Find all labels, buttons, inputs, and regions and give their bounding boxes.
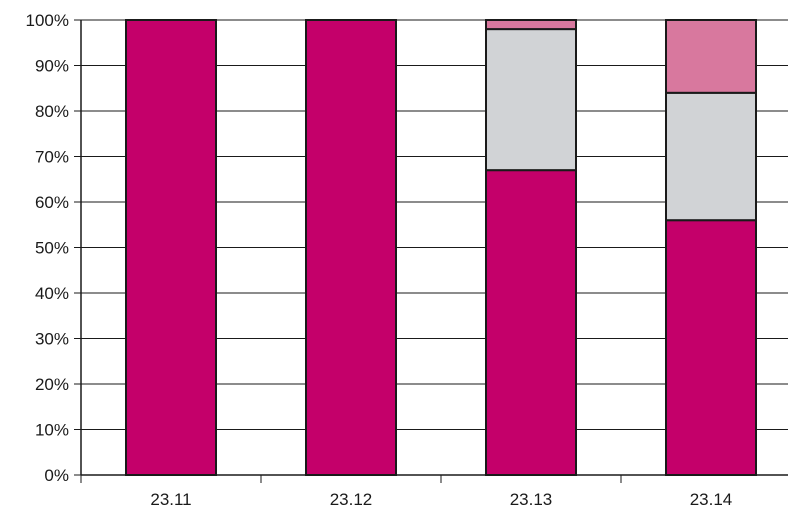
bar-segment xyxy=(485,19,577,31)
y-tick-label: 40% xyxy=(35,284,69,303)
y-tick-label: 0% xyxy=(44,466,69,485)
bar-segment xyxy=(485,169,577,476)
axes xyxy=(74,19,788,483)
bar-segment xyxy=(125,19,217,476)
x-tick-label: 23.13 xyxy=(510,490,553,509)
bar-segment xyxy=(665,219,757,476)
x-tick-label: 23.12 xyxy=(330,490,373,509)
bar-segment xyxy=(665,19,757,94)
y-tick-label: 50% xyxy=(35,239,69,258)
bar-segment xyxy=(485,28,577,172)
y-tick-label: 20% xyxy=(35,375,69,394)
x-tick-labels: 23.11 23.12 23.13 23.14 xyxy=(150,490,732,509)
y-tick-labels: 0% 10% 20% 30% 40% 50% 60% 70% 80% 90% 100% xyxy=(26,11,69,485)
y-tick-label: 60% xyxy=(35,193,69,212)
y-tick-label: 100% xyxy=(26,11,69,30)
y-tick-label: 30% xyxy=(35,330,69,349)
x-tick-label: 23.11 xyxy=(150,490,191,509)
y-tick-label: 70% xyxy=(35,148,69,167)
bar-segment xyxy=(305,19,397,476)
y-tick-label: 90% xyxy=(35,57,69,76)
x-tick-label: 23.14 xyxy=(690,490,733,509)
y-tick-label: 10% xyxy=(35,421,69,440)
bar-segment xyxy=(665,91,757,222)
y-tick-label: 80% xyxy=(35,102,69,121)
